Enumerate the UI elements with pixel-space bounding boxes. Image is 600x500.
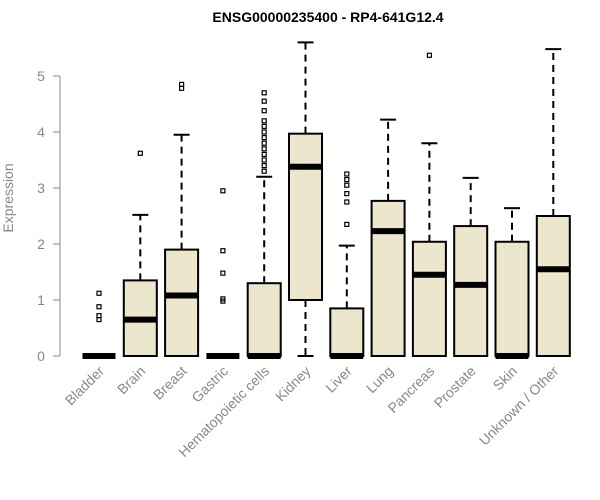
box-group-bladder (82, 290, 116, 359)
outlier-point (261, 146, 267, 152)
x-tick-label: Lung (363, 363, 396, 396)
outlier-point (261, 140, 267, 146)
box-iqr (494, 240, 530, 357)
chart-title: ENSG00000235400 - RP4-641G12.4 (212, 9, 443, 25)
outlier-point (261, 108, 267, 114)
box-group-prostate (453, 176, 489, 357)
box-iqr (535, 215, 571, 357)
x-tick-label: Brain (114, 363, 148, 397)
plot-area (82, 41, 571, 359)
outlier-point (261, 135, 267, 141)
box-group-breast (164, 81, 200, 358)
y-axis-label: Expression (0, 163, 16, 232)
box-iqr (329, 307, 365, 357)
box-iqr (411, 240, 447, 357)
y-tick-label: 1 (37, 292, 45, 308)
box-iqr (370, 199, 406, 357)
x-tick-label: Prostate (431, 363, 479, 411)
outlier-point (220, 296, 226, 302)
box-group-skin (494, 207, 530, 359)
outlier-point (220, 248, 226, 254)
box-group-hematopoietic-cells (246, 90, 282, 359)
outlier-point (96, 304, 102, 310)
outlier-point (137, 150, 143, 156)
x-tick-label: Skin (490, 363, 521, 394)
outlier-point (261, 118, 267, 124)
outlier-point (220, 270, 226, 276)
outlier-point (261, 163, 267, 169)
outlier-point (426, 52, 432, 58)
box-group-brain (122, 150, 158, 357)
x-tick-label: Breast (150, 363, 190, 403)
box-group-unknown-other (535, 48, 571, 357)
outlier-point (179, 81, 185, 88)
x-tick-label: Bladder (62, 363, 108, 409)
box-group-gastric (206, 188, 240, 359)
y-tick-label: 0 (37, 348, 45, 364)
box-iqr (164, 248, 200, 358)
outlier-point (261, 168, 267, 174)
outlier-point (261, 151, 267, 157)
outlier-point (344, 191, 350, 197)
outlier-point (344, 171, 350, 177)
outlier-point (261, 157, 267, 163)
y-tick-label: 4 (37, 124, 45, 140)
outlier-point (261, 98, 267, 104)
outlier-point (220, 188, 226, 194)
box-iqr (453, 225, 489, 357)
box-group-kidney (288, 41, 323, 357)
y-tick-label: 3 (37, 180, 45, 196)
outlier-point (96, 290, 102, 296)
outlier-point (261, 90, 267, 96)
box-group-liver (329, 171, 365, 359)
y-axis: 0 1 2 3 4 5 (37, 68, 61, 364)
x-tick-label: Kidney (272, 363, 314, 405)
outlier-point (344, 177, 350, 183)
y-tick-label: 2 (37, 236, 45, 252)
box-group-pancreas (411, 52, 447, 357)
outlier-point (261, 129, 267, 135)
y-tick-label: 5 (37, 68, 45, 84)
outlier-point (96, 313, 102, 319)
box-iqr (288, 132, 323, 301)
outlier-point (261, 123, 267, 130)
outlier-point (344, 182, 350, 188)
x-tick-label: Liver (322, 363, 355, 396)
outlier-point (344, 221, 350, 227)
box-iqr (246, 282, 282, 358)
box-group-lung (370, 118, 406, 357)
outlier-point (344, 199, 350, 205)
